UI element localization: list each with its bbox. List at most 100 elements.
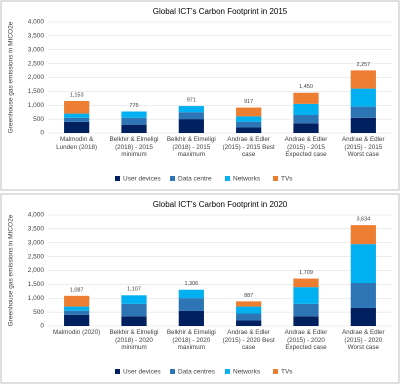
- bar-segment: [64, 121, 90, 133]
- bar-segment: [293, 123, 319, 133]
- y-tick-label: 1,000: [28, 102, 45, 109]
- bar-segment: [178, 310, 204, 326]
- bar-segment: [64, 101, 90, 114]
- bar-segment: [236, 127, 262, 133]
- bar-segment: [178, 119, 204, 133]
- y-tick-label: 500: [33, 309, 44, 316]
- x-tick-label: Andrae & Edler (2015) - 2015 Best case: [222, 136, 275, 158]
- x-tick-label: Belkhir & Elmeligi (2018) - 2015 minimum: [109, 136, 159, 158]
- panel-border: [0, 0, 400, 191]
- bar-segment: [236, 306, 262, 314]
- total-label: 887: [244, 293, 253, 299]
- bar-segment: [121, 303, 147, 317]
- y-tick-label: 1,000: [28, 295, 45, 302]
- x-tick-label: Andrae & Edler (2015) - 2020 Worst case: [341, 329, 385, 351]
- legend-label: Data centre: [178, 176, 212, 183]
- bar-segment: [293, 287, 319, 304]
- bar-segment: [350, 106, 376, 118]
- total-label: 1,306: [184, 281, 198, 287]
- y-tick-label: 500: [33, 116, 44, 123]
- bar-segment: [350, 88, 376, 107]
- bar-segment: [236, 121, 262, 128]
- legend-label: User devices: [123, 176, 161, 183]
- x-tick-label: Andrae & Edler (2015) - 2015 Expected ca…: [284, 136, 328, 158]
- bar-segment: [350, 244, 376, 283]
- bar-segment: [293, 103, 319, 115]
- legend-swatch: [115, 176, 120, 181]
- total-label: 917: [244, 99, 253, 105]
- x-tick-label: Belkhir & Elmeligi (2018) - 2020 maximum: [166, 329, 216, 351]
- total-label: 971: [187, 98, 196, 104]
- x-tick-label: Malmodin & Lunden (2018): [56, 136, 98, 151]
- bar-segment: [350, 117, 376, 133]
- legend-swatch: [170, 176, 175, 181]
- legend-swatch: [225, 369, 230, 374]
- bar-segment: [64, 117, 90, 122]
- bar-segment: [293, 92, 319, 104]
- x-tick-label: Andrae & Edler (2015) - 2015 Worst case: [341, 136, 385, 158]
- bar-segment: [178, 112, 204, 120]
- total-label: 1,450: [299, 84, 313, 90]
- bar-segment: [64, 295, 90, 307]
- y-tick-label: 1,500: [28, 88, 45, 95]
- bar-segment: [293, 114, 319, 124]
- y-tick-label: 2,500: [28, 253, 45, 260]
- bar-segment: [236, 107, 262, 117]
- legend-label: Data centres: [178, 369, 216, 376]
- bar-segment: [236, 116, 262, 122]
- y-tick-label: 1,500: [28, 281, 45, 288]
- bar-segment: [64, 306, 90, 311]
- total-label: 3,634: [356, 217, 370, 223]
- bar-segment: [64, 314, 90, 326]
- total-label: 1,153: [70, 92, 84, 98]
- chart-title: Global ICT's Carbon Footprint in 2015: [153, 7, 288, 16]
- y-tick-label: 2,000: [28, 74, 45, 81]
- bar-segment: [236, 301, 262, 307]
- y-axis-label: Greenhouse gas emissions in MtCO2e: [8, 214, 15, 326]
- bar-segment: [293, 303, 319, 317]
- chart-title: Global ICT's Carbon Footprint in 2020: [153, 200, 288, 209]
- x-tick-label: Malmodin (2020): [53, 329, 101, 336]
- bar-segment: [236, 313, 262, 321]
- bar-segment: [236, 320, 262, 326]
- bar-segment: [121, 111, 147, 118]
- legend-swatch: [170, 369, 175, 374]
- y-tick-label: 2,500: [28, 60, 45, 67]
- bar-segment: [350, 70, 376, 89]
- x-tick-label: Belkhir & Elmeligi (2018) - 2020 minimum: [109, 329, 159, 351]
- legend-label: TVs: [281, 369, 293, 376]
- legend-swatch: [115, 369, 120, 374]
- bar-segment: [178, 298, 204, 311]
- bar-segment: [121, 124, 147, 133]
- legend-swatch: [225, 176, 230, 181]
- legend-swatch: [273, 369, 278, 374]
- legend-label: Networks: [233, 369, 261, 376]
- legend-swatch: [273, 176, 278, 181]
- y-tick-label: 2,000: [28, 267, 45, 274]
- total-label: 1,087: [70, 287, 84, 293]
- bar-segment: [178, 106, 204, 113]
- y-tick-label: 4,000: [28, 212, 45, 219]
- total-label: 775: [129, 103, 138, 109]
- total-label: 1,107: [127, 287, 141, 293]
- bar-segment: [293, 316, 319, 326]
- bar-segment: [121, 117, 147, 125]
- y-tick-label: 3,000: [28, 46, 45, 53]
- x-tick-label: Andrae & Edler (2015) - 2020 Best case: [222, 329, 275, 351]
- bar-segment: [64, 113, 90, 118]
- y-tick-label: 4,000: [28, 19, 45, 26]
- bar-segment: [121, 295, 147, 304]
- total-label: 1,709: [299, 270, 313, 276]
- x-tick-label: Andrae & Edler (2015) - 2020 Expected ca…: [284, 329, 328, 351]
- bar-segment: [350, 225, 376, 245]
- bar-segment: [350, 282, 376, 308]
- legend-label: TVs: [281, 176, 293, 183]
- y-tick-label: 3,500: [28, 33, 45, 40]
- legend-label: Networks: [233, 176, 261, 183]
- y-tick-label: 3,000: [28, 239, 45, 246]
- y-tick-label: 0: [40, 323, 44, 330]
- bar-segment: [64, 310, 90, 315]
- y-tick-label: 0: [40, 130, 44, 137]
